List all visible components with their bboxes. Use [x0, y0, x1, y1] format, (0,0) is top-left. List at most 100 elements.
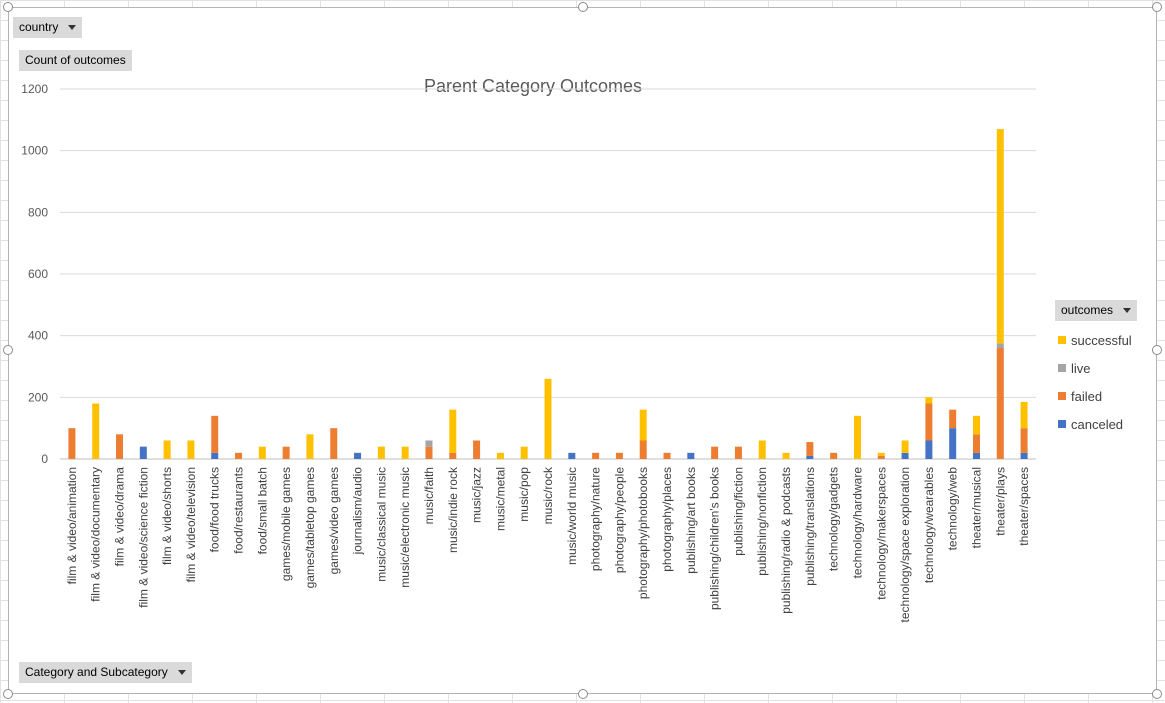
bar-segment-failed — [972, 434, 980, 453]
resize-handle-top-middle[interactable] — [578, 2, 588, 12]
x-tick-label: publishing/nonfiction — [755, 467, 769, 576]
resize-handle-bottom-right[interactable] — [1152, 689, 1162, 699]
bar-segment-failed — [68, 428, 76, 459]
bar-segment-failed — [282, 446, 290, 459]
legend-label: successful — [1071, 332, 1132, 348]
bar-segment-successful — [306, 434, 314, 459]
x-tick-label: publishing/art books — [684, 467, 698, 574]
x-tick-label: music/indie rock — [446, 466, 460, 553]
bar-segment-successful — [758, 440, 766, 459]
bar-segment-successful — [449, 409, 457, 453]
bar-segment-canceled — [568, 452, 576, 459]
bar-segment-successful — [377, 446, 385, 459]
x-tick-label: games/video games — [327, 467, 341, 574]
bar-segment-failed — [949, 409, 957, 429]
x-tick-label: journalism/audio — [351, 467, 365, 556]
resize-handle-top-left[interactable] — [3, 2, 13, 12]
bar-segment-successful — [92, 403, 100, 459]
bar-segment-canceled — [806, 455, 814, 459]
legend-swatch — [1058, 364, 1066, 372]
legend-swatch — [1058, 420, 1066, 428]
bar-segment-successful — [972, 415, 980, 435]
bar-segment-failed — [877, 455, 885, 459]
y-tick-label: 600 — [28, 267, 48, 281]
bar-segment-canceled — [354, 452, 362, 459]
legend-swatch — [1058, 336, 1066, 344]
bar-segment-successful — [187, 440, 195, 459]
x-tick-label: technology/hardware — [850, 467, 864, 579]
bar-segment-successful — [996, 129, 1004, 344]
bar-segment-successful — [520, 446, 528, 459]
x-tick-label: music/classical music — [374, 467, 388, 582]
bar-segment-successful — [401, 446, 409, 459]
resize-handle-bottom-left[interactable] — [3, 689, 13, 699]
legend-item-live: live — [1058, 354, 1132, 382]
bar-segment-failed — [473, 440, 481, 459]
y-tick-label: 1200 — [21, 82, 48, 96]
axis-field-button[interactable]: Category and Subcategory — [19, 662, 192, 683]
bar-segment-successful — [1020, 401, 1028, 429]
bar-segment-failed — [1020, 428, 1028, 453]
x-tick-label: photography/people — [612, 467, 626, 573]
resize-handle-top-right[interactable] — [1152, 2, 1162, 12]
resize-handle-middle-left[interactable] — [3, 345, 13, 355]
x-tick-label: film & video/animation — [65, 467, 79, 584]
bar-segment-failed — [449, 452, 457, 459]
legend-field-label: outcomes — [1061, 303, 1114, 317]
bar-segment-canceled — [949, 428, 957, 459]
legend-field-button[interactable]: outcomes — [1055, 300, 1138, 321]
x-tick-label: food/small batch — [255, 467, 269, 554]
country-filter-button[interactable]: country — [13, 17, 83, 38]
values-field-button[interactable]: Count of outcomes — [19, 50, 132, 71]
bar-segment-successful — [782, 452, 790, 459]
bar-segment-canceled — [211, 452, 219, 459]
legend-label: failed — [1071, 388, 1103, 404]
x-tick-label: publishing/children's books — [708, 467, 722, 610]
x-tick-label: film & video/drama — [113, 467, 127, 567]
legend-label: canceled — [1071, 416, 1124, 432]
bar-segment-failed — [116, 434, 124, 459]
bar-segment-failed — [639, 440, 647, 459]
chevron-down-icon — [1123, 308, 1132, 314]
x-tick-label: music/metal — [493, 467, 507, 531]
country-filter-label: country — [19, 20, 59, 34]
x-tick-label: photography/nature — [589, 467, 603, 571]
legend-swatch — [1058, 392, 1066, 400]
x-tick-label: film & video/television — [184, 467, 198, 582]
y-tick-label: 0 — [41, 452, 48, 466]
bar-segment-failed — [615, 452, 623, 459]
x-tick-label: food/restaurants — [232, 467, 246, 554]
x-tick-label: theater/musical — [969, 467, 983, 548]
x-tick-label: music/faith — [422, 467, 436, 524]
chart-area[interactable] — [8, 7, 1157, 694]
bar-segment-failed — [663, 452, 671, 459]
bar-segment-failed — [330, 428, 338, 459]
x-tick-label: publishing/fiction — [731, 467, 745, 556]
bar-segment-failed — [592, 452, 600, 459]
bar-segment-successful — [639, 409, 647, 441]
axis-field-label: Category and Subcategory — [25, 665, 168, 679]
x-tick-label: music/world music — [565, 467, 579, 565]
chevron-down-icon — [68, 25, 77, 31]
bar-segment-failed — [830, 452, 838, 459]
bar-segment-successful — [496, 452, 504, 459]
x-tick-label: music/pop — [517, 467, 531, 522]
y-tick-label: 1000 — [21, 144, 48, 158]
legend-item-canceled: canceled — [1058, 410, 1132, 438]
bar-segment-successful — [258, 446, 266, 459]
x-tick-label: technology/makerspaces — [874, 467, 888, 600]
x-tick-label: publishing/translations — [803, 467, 817, 586]
legend-label: live — [1071, 360, 1091, 376]
x-tick-label: photography/places — [660, 467, 674, 572]
legend-item-successful: successful — [1058, 326, 1132, 354]
y-tick-label: 400 — [28, 329, 48, 343]
resize-handle-middle-right[interactable] — [1152, 345, 1162, 355]
bar-segment-canceled — [687, 452, 695, 459]
resize-handle-bottom-middle[interactable] — [578, 689, 588, 699]
bar-segment-canceled — [972, 452, 980, 459]
x-tick-label: music/electronic music — [398, 467, 412, 588]
x-tick-label: technology/gadgets — [827, 467, 841, 571]
bar-segment-failed — [711, 446, 719, 459]
x-tick-label: photography/photobooks — [636, 467, 650, 599]
